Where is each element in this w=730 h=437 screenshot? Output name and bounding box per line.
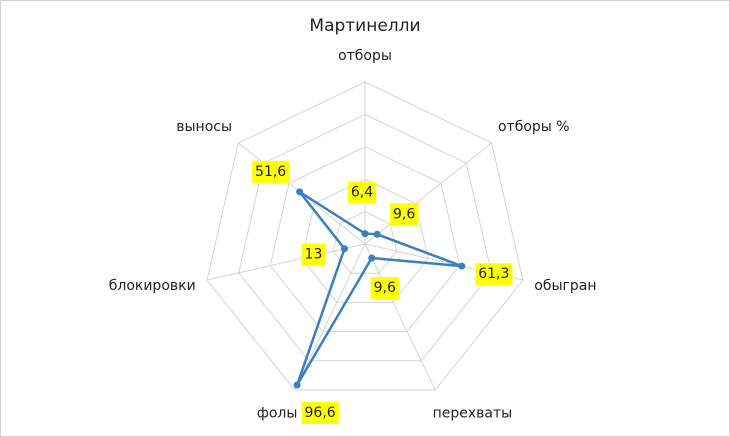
data-point: [340, 245, 348, 253]
category-label: выносы: [176, 119, 232, 135]
grid-ring: [269, 146, 461, 333]
data-label-text: 13: [305, 247, 323, 263]
axis-spoke: [364, 142, 492, 245]
data-label-bg: [301, 401, 339, 424]
data-label: 9,6: [370, 277, 399, 300]
data-label-bg: [301, 243, 326, 266]
data-label-text: 9,6: [393, 206, 415, 222]
category-label: отборы: [338, 48, 392, 64]
axis-spoke: [294, 243, 366, 391]
data-label-bg: [370, 277, 399, 300]
data-point: [373, 230, 381, 238]
data-label: 96,6: [301, 401, 339, 424]
category-label: отборы %: [498, 119, 570, 135]
data-point: [293, 381, 301, 389]
data-label-text: 61,3: [478, 266, 509, 282]
data-label: 61,3: [475, 263, 513, 286]
data-label-text: 96,6: [305, 405, 336, 421]
data-point: [296, 188, 304, 196]
data-label: 51,6: [252, 160, 290, 183]
data-label-bg: [475, 263, 513, 286]
data-label-text: 9,6: [374, 280, 396, 296]
data-label: 6,4: [347, 181, 377, 204]
data-point: [458, 262, 466, 270]
data-label-bg: [252, 160, 290, 183]
data-label-bg: [347, 181, 377, 204]
data-point: [368, 254, 376, 262]
data-label: 13: [301, 243, 326, 266]
series-line: [295, 190, 464, 387]
axis-spoke: [364, 243, 436, 391]
category-label: перехваты: [433, 405, 513, 421]
category-label: блокировки: [109, 278, 196, 294]
chart-title: Мартинелли: [309, 16, 420, 36]
grid-ring: [332, 211, 398, 274]
data-point: [361, 230, 369, 238]
category-label: фолы: [257, 405, 298, 421]
axis-spoke: [206, 243, 366, 281]
data-label-bg: [390, 203, 419, 226]
data-label-text: 51,6: [255, 164, 286, 180]
grid-ring: [206, 81, 524, 391]
category-label: обыгран: [534, 278, 596, 294]
data-label-text: 6,4: [351, 185, 373, 201]
data-label: 9,6: [390, 203, 419, 226]
